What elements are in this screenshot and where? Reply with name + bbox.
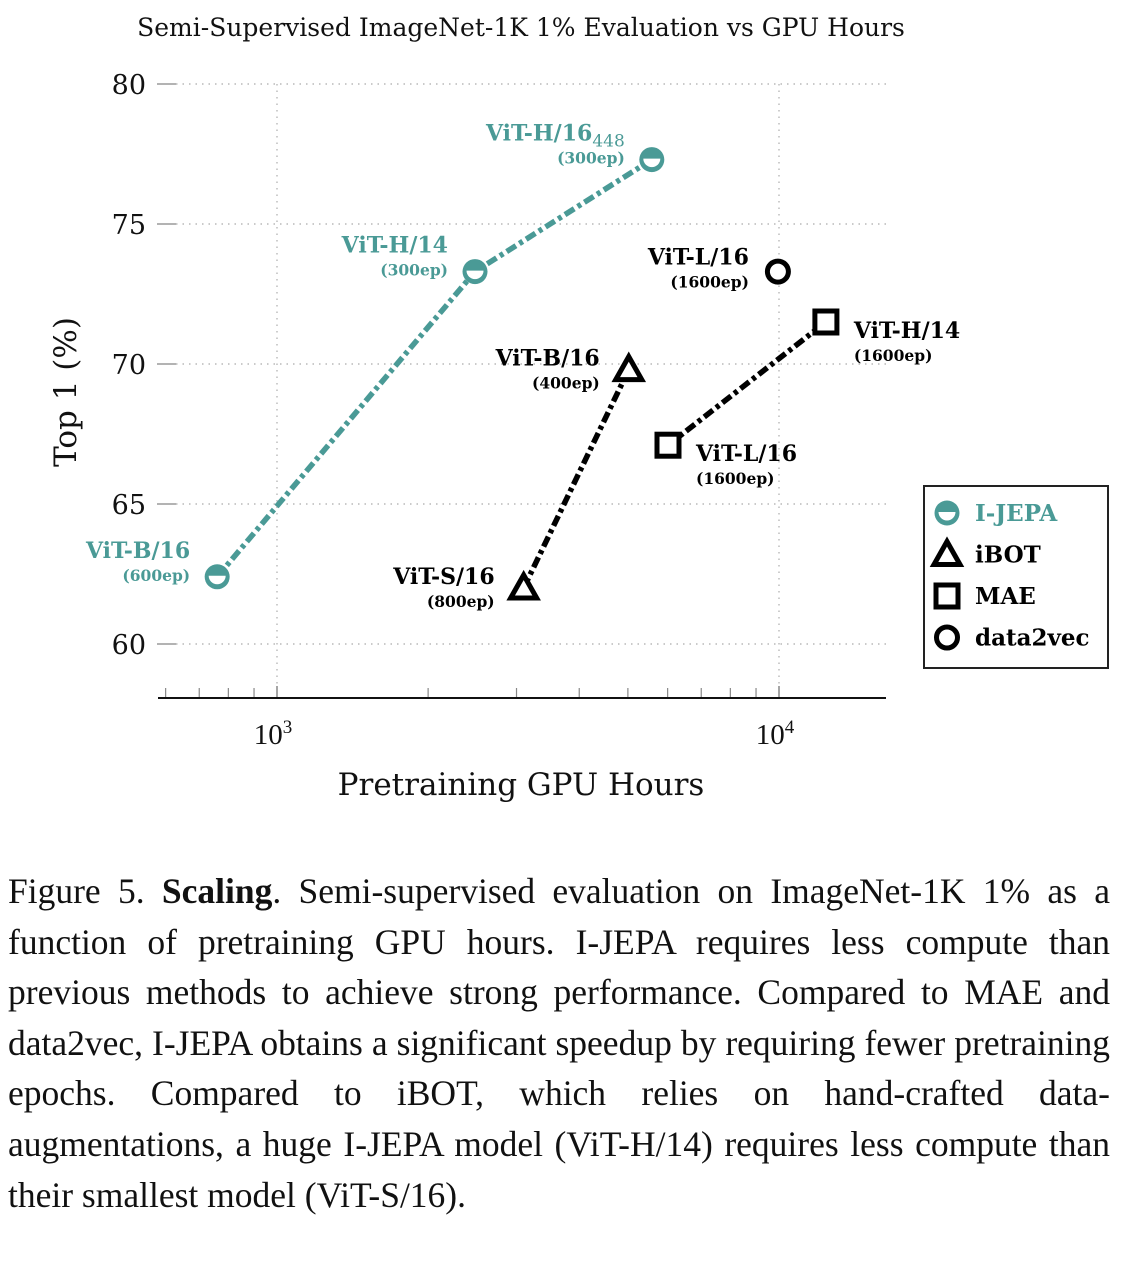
y-tick-label: 70	[112, 350, 146, 381]
marker-circle	[764, 258, 791, 285]
x-tick-exponent: 4	[785, 717, 795, 738]
legend-marker-mae	[933, 582, 961, 610]
grid	[176, 83, 886, 686]
data-point-mae	[812, 308, 840, 336]
point-epochs-label: (1600ep)	[696, 469, 775, 488]
data-point-data2vec	[764, 258, 791, 285]
figure-caption: Figure 5. Scaling. Semi-supervised evalu…	[8, 866, 1110, 1220]
y-axis-label: Top 1 (%)	[48, 317, 84, 467]
marker-circle	[934, 624, 960, 651]
axes: 60 65 70 75 80 103 104	[112, 70, 886, 751]
scaling-chart: Semi-Supervised ImageNet-1K 1% Evaluatio…	[48, 13, 1109, 803]
marker-triangle	[506, 569, 541, 601]
legend-marker-ibot	[929, 536, 965, 567]
data-point-ibot	[611, 351, 647, 383]
y-tick-label: 80	[112, 70, 146, 101]
point-label: ViT-H/14	[341, 233, 448, 259]
data-point-i-jepa	[639, 147, 665, 173]
legend-marker-data2vec	[934, 624, 960, 651]
point-label: ViT-B/16	[85, 538, 190, 564]
point-labels: ViT-B/16(600ep)ViT-H/14(300ep)ViT-H/1644…	[85, 121, 960, 611]
data-point-i-jepa	[204, 564, 230, 590]
point-label-subscript: 448	[592, 132, 624, 152]
series-line-mae	[666, 319, 828, 448]
marker-triangle	[611, 351, 647, 383]
point-label: ViT-L/16	[695, 441, 797, 467]
marker-square	[812, 308, 840, 336]
point-epochs-label: (800ep)	[427, 592, 495, 611]
y-tick-label: 65	[112, 490, 146, 521]
marker-square	[933, 582, 961, 610]
caption-bold-title: Scaling	[161, 871, 273, 911]
point-label: ViT-H/14	[853, 318, 960, 344]
data-point-mae	[654, 431, 682, 459]
caption-text: . Semi-supervised evaluation on ImageNet…	[8, 871, 1110, 1215]
legend-label: iBOT	[975, 542, 1041, 569]
point-label: ViT-S/16	[392, 564, 494, 590]
data-point-ibot	[506, 569, 541, 601]
marker-half	[938, 512, 956, 521]
marker-triangle	[929, 536, 965, 567]
x-tick-label: 103	[254, 717, 293, 751]
legend-label: MAE	[975, 583, 1036, 610]
point-label: ViT-H/16448	[485, 121, 625, 152]
point-epochs-label: (600ep)	[122, 566, 190, 585]
series-markers	[204, 147, 840, 601]
marker-half	[208, 575, 226, 585]
data-point-i-jepa	[462, 259, 488, 285]
point-epochs-label: (1600ep)	[854, 346, 933, 365]
legend: I-JEPA iBOT MAE data2vec	[923, 485, 1109, 669]
caption-figure-number: Figure 5.	[8, 871, 145, 911]
marker-square	[654, 431, 682, 459]
point-label: ViT-L/16	[647, 245, 749, 271]
point-epochs-label: (1600ep)	[670, 273, 749, 292]
point-epochs-label: (300ep)	[380, 261, 448, 280]
point-label: ViT-B/16	[495, 346, 600, 372]
series-line-ibot	[521, 368, 632, 590]
legend-marker-i-jepa	[934, 500, 960, 526]
y-tick-label: 60	[112, 630, 146, 661]
chart-title: Semi-Supervised ImageNet-1K 1% Evaluatio…	[137, 13, 905, 42]
x-tick-exponent: 3	[283, 717, 293, 738]
x-tick-label: 104	[756, 717, 795, 751]
legend-label: data2vec	[975, 625, 1090, 652]
y-tick-label: 75	[112, 210, 146, 241]
legend-label: I-JEPA	[975, 500, 1058, 527]
point-epochs-label: (400ep)	[532, 374, 600, 393]
marker-half	[643, 158, 661, 168]
point-epochs-label: (300ep)	[557, 149, 625, 168]
x-axis-label: Pretraining GPU Hours	[338, 767, 705, 803]
marker-half	[466, 270, 484, 280]
